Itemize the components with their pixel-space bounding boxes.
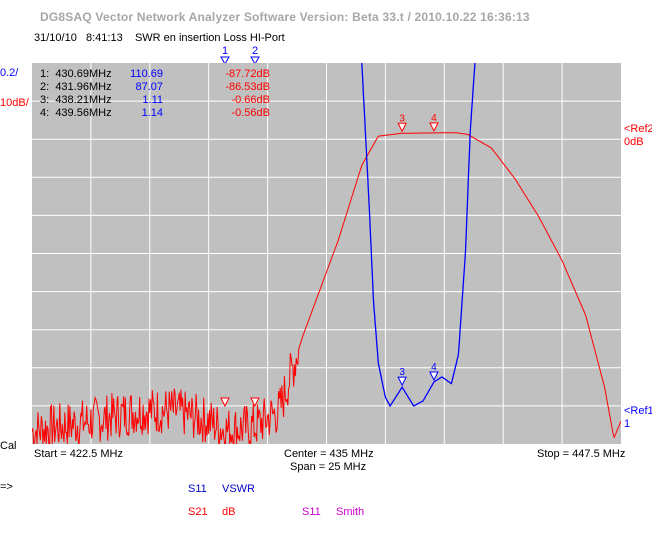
marker-db: -87.72dB [225, 68, 270, 80]
legend-s21-param[interactable]: S21 [188, 506, 208, 518]
legend-s21-format[interactable]: dB [222, 506, 236, 518]
app-title: DG8SAQ Vector Network Analyzer Software … [40, 10, 530, 24]
marker-label: 2: 431.96MHz [40, 81, 112, 93]
marker-db: -0.66dB [231, 94, 270, 106]
marker-db: -0.56dB [231, 107, 270, 119]
marker-2-s21-icon[interactable] [250, 397, 260, 408]
time-text: 8:41:13 [86, 32, 123, 44]
s21-trace [31, 132, 622, 446]
marker-3-s21-label: 3 [399, 113, 405, 124]
marker-row-1[interactable]: 1: 430.69MHz 110.69 -87.72dB [40, 68, 270, 81]
legend-s11-param[interactable]: S11 [188, 483, 207, 495]
traces: 3 4 3 4 [31, 62, 622, 446]
legend-s11-format[interactable]: VSWR [222, 483, 255, 495]
marker-vswr: 87.07 [135, 81, 163, 93]
marker-label: 1: 430.69MHz [40, 68, 112, 80]
marker-3-s21-icon[interactable] [397, 122, 407, 133]
span-frequency[interactable]: Span = 25 MHz [290, 461, 367, 473]
marker-label: 4: 439.56MHz [40, 107, 112, 119]
left-scale-blue: 0.2/ [0, 67, 19, 79]
grid-lines [32, 63, 621, 444]
top-marker-2-label: 2 [252, 45, 259, 57]
marker-3-s11-label: 3 [399, 367, 405, 378]
measurement-title: SWR en insertion Loss HI-Port [134, 32, 285, 44]
ref1-label[interactable]: <Ref1 [624, 405, 652, 417]
top-marker-arrows [220, 56, 260, 66]
marker-4-s11-icon[interactable] [429, 371, 439, 382]
start-frequency[interactable]: Start = 422.5 MHz [34, 448, 123, 460]
plot-area[interactable]: 3 4 3 4 [31, 62, 622, 446]
marker-vswr: 1.11 [142, 94, 163, 106]
marker-4-s21-icon[interactable] [429, 122, 439, 133]
marker-1-s21-icon[interactable] [220, 397, 230, 408]
measurement-header: 31/10/10 8:41:13 SWR en insertion Loss H… [34, 32, 285, 44]
marker-4-s11-label: 4 [431, 362, 437, 373]
marker-vswr: 1.14 [141, 107, 163, 119]
marker-row-3[interactable]: 3: 438.21MHz 1.11 -0.66dB [40, 94, 270, 107]
stop-frequency[interactable]: Stop = 447.5 MHz [537, 448, 626, 460]
marker-label: 3: 438.21MHz [40, 94, 112, 106]
marker-vswr: 110.69 [130, 68, 163, 80]
marker-1-arrow-icon[interactable] [220, 56, 230, 66]
s11-trace [361, 62, 476, 408]
marker-row-2[interactable]: 2: 431.96MHz 87.07 -86.53dB [40, 81, 270, 94]
center-frequency[interactable]: Center = 435 MHz [284, 448, 374, 460]
plot-svg[interactable]: 3 4 3 4 [31, 62, 622, 446]
top-marker-1-label: 1 [222, 45, 229, 57]
left-scale-red: 10dB/ [0, 97, 29, 109]
cal-label[interactable]: Cal [0, 440, 17, 452]
marker-row-4[interactable]: 4: 439.56MHz 1.14 -0.56dB [40, 107, 270, 120]
marker-4-s21-label: 4 [431, 113, 437, 124]
legend-smith-param[interactable]: S11 [302, 506, 321, 518]
ref1-value: 1 [624, 418, 631, 430]
date-text: 31/10/10 [34, 32, 77, 44]
marker-table: 1: 430.69MHz 110.69 -87.72dB 2: 431.96MH… [40, 68, 270, 120]
arrow-label[interactable]: => [0, 481, 13, 493]
marker-db: -86.53dB [225, 81, 270, 93]
ref2-label[interactable]: <Ref2 [624, 123, 652, 135]
marker-2-arrow-icon[interactable] [250, 56, 260, 66]
marker-3-s11-icon[interactable] [397, 376, 407, 387]
legend-smith-format[interactable]: Smith [336, 506, 365, 518]
ref2-value: 0dB [624, 136, 644, 148]
